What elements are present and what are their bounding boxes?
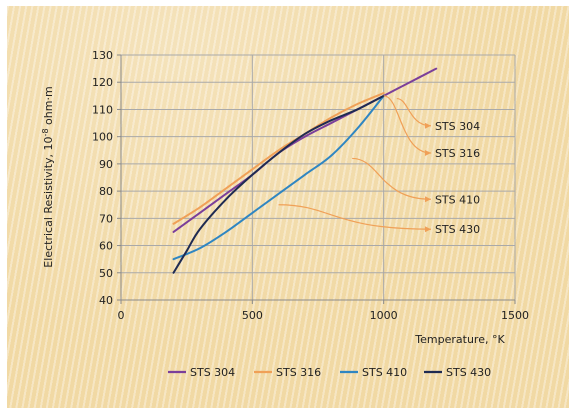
y-tick-label: 100 — [92, 131, 113, 144]
legend-label-sts-410: STS 410 — [362, 366, 407, 379]
callout-arrowhead-sts-410 — [424, 196, 431, 203]
y-tick-label: 90 — [99, 158, 113, 171]
y-tick-label: 70 — [99, 212, 113, 225]
y-tick-label: 110 — [92, 103, 113, 116]
y-axis-title: Electrical Resistivity, 10-8 ohm·m — [41, 86, 55, 267]
series-line-sts-304 — [172, 67, 438, 233]
x-tick-label: 1000 — [370, 309, 398, 322]
y-tick-label: 60 — [99, 240, 113, 253]
series-line-sts-316 — [172, 92, 385, 225]
callout-leader-sts-304 — [396, 97, 431, 127]
callout-leader-sts-316 — [383, 95, 431, 154]
callout-label-sts-304: STS 304 — [435, 120, 480, 133]
series-line-sts-410 — [172, 94, 385, 261]
y-tick-label: 40 — [99, 294, 113, 307]
x-axis-title: Temperature, °K — [414, 333, 505, 346]
callout-leader-sts-410 — [352, 157, 431, 200]
y-tick-label: 80 — [99, 185, 113, 198]
x-tick-label: 500 — [242, 309, 263, 322]
callout-arrowhead-sts-316 — [424, 150, 431, 156]
callout-label-sts-410: STS 410 — [435, 193, 480, 206]
legend-label-sts-304: STS 304 — [190, 366, 235, 379]
callout-arrowhead-sts-304 — [424, 122, 431, 129]
callout-label-sts-430: STS 430 — [435, 223, 480, 236]
y-tick-label: 120 — [92, 76, 113, 89]
legend-label-sts-316: STS 316 — [276, 366, 321, 379]
callout-arrowhead-sts-430 — [424, 226, 431, 233]
slide-background — [7, 6, 569, 408]
series-line-sts-430 — [172, 94, 385, 274]
x-tick-label: 0 — [118, 309, 125, 322]
callout-label-sts-316: STS 316 — [435, 147, 480, 160]
x-tick-label: 1500 — [501, 309, 529, 322]
callout-leader-sts-430 — [278, 204, 431, 230]
y-tick-label: 50 — [99, 267, 113, 280]
y-tick-label: 130 — [92, 49, 113, 62]
legend-label-sts-430: STS 430 — [446, 366, 491, 379]
